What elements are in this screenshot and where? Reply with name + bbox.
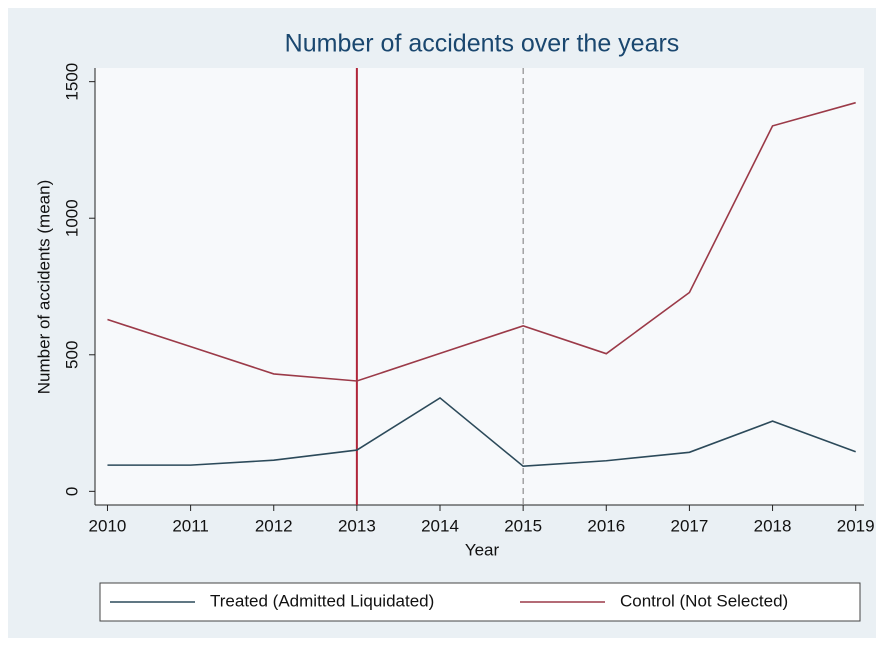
legend-label: Control (Not Selected) [620,591,788,610]
x-tick-label: 2013 [338,516,376,535]
y-axis-label: Number of accidents (mean) [34,180,53,394]
x-tick-label: 2011 [172,516,209,535]
x-tick-label: 2018 [754,516,792,535]
plot-background [95,68,864,505]
x-tick-label: 2016 [587,516,625,535]
x-tick-label: 2014 [421,516,459,535]
x-tick-label: 2019 [837,516,875,535]
chart-title: Number of accidents over the years [285,30,680,58]
y-tick-label: 0 [62,487,81,496]
y-tick-label: 1500 [62,63,81,101]
x-axis-label: Year [465,540,500,559]
x-tick-label: 2015 [504,516,542,535]
series-line [107,101,856,382]
x-tick-label: 2012 [255,516,293,535]
legend [99,582,861,622]
series-line [107,396,856,468]
x-tick-label: 2010 [89,516,127,535]
legend-label: Treated (Admitted Liquidated) [210,591,434,610]
y-tick-label: 1000 [62,199,81,237]
y-tick-label: 500 [62,341,81,369]
x-tick-label: 2017 [671,516,709,535]
